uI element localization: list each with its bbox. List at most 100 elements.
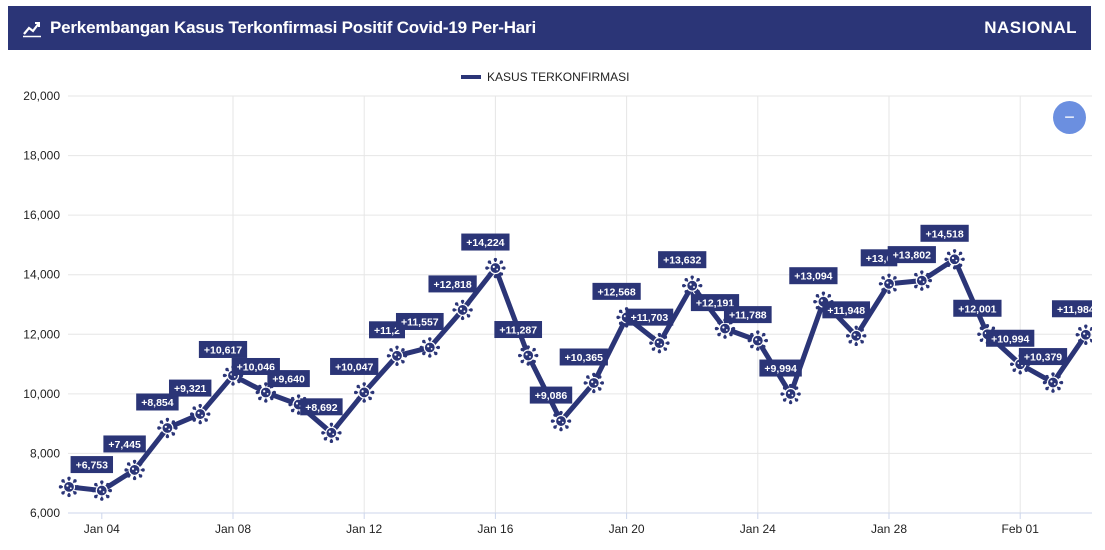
virus-marker[interactable] — [518, 345, 539, 366]
virus-marker[interactable] — [58, 476, 80, 498]
series-line[interactable] — [66, 256, 1089, 494]
virus-dot — [889, 284, 892, 287]
virus-spike-tip — [598, 375, 602, 379]
data-label: +14,224 — [466, 237, 504, 249]
virus-spike-tip — [270, 396, 274, 401]
virus-spike-tip — [401, 360, 405, 364]
virus-body — [358, 386, 371, 399]
virus-marker[interactable] — [354, 382, 375, 403]
virus-spike-tip — [854, 325, 858, 330]
virus-spike-tip — [1057, 386, 1061, 391]
virus-dot — [656, 340, 659, 344]
virus-marker[interactable] — [911, 270, 932, 291]
virus-spike-tip — [1078, 327, 1082, 331]
virus-marker[interactable] — [714, 318, 736, 339]
virus-spike-tip — [1084, 341, 1088, 345]
virus-spike-tip — [565, 413, 569, 417]
virus-spike-tip — [487, 272, 492, 276]
virus-body — [489, 261, 502, 275]
virus-spike-tip — [618, 321, 623, 326]
virus-body — [882, 277, 896, 290]
data-label: +8,692 — [305, 402, 338, 414]
virus-spike-tip — [1078, 339, 1082, 343]
virus-body — [161, 421, 174, 435]
virus-dot — [857, 336, 859, 339]
data-label: +8,854 — [141, 397, 174, 409]
data-label-box — [723, 306, 772, 324]
data-label: +7,445 — [108, 439, 141, 451]
virus-marker[interactable] — [190, 403, 211, 425]
virus-dot — [951, 256, 955, 260]
legend[interactable]: KASUS TERKONFIRMASI — [461, 70, 629, 84]
virus-marker[interactable] — [780, 383, 801, 405]
data-label: +12,001 — [958, 303, 996, 315]
virus-marker[interactable] — [846, 325, 867, 347]
virus-body — [423, 341, 436, 354]
virus-spike-tip — [887, 273, 891, 277]
y-tick-label: 20,000 — [23, 89, 60, 103]
virus-dot — [787, 391, 791, 394]
virus-spike-tip — [493, 274, 498, 279]
virus-dot — [427, 345, 430, 348]
virus-marker[interactable] — [682, 275, 703, 296]
virus-dot — [561, 421, 564, 424]
virus-marker[interactable] — [419, 337, 440, 358]
virus-spike-tip — [190, 412, 194, 416]
virus-spike-tip — [881, 288, 885, 292]
virus-marker[interactable] — [386, 345, 408, 366]
virus-spike-tip — [207, 412, 211, 416]
virus-marker[interactable] — [485, 257, 506, 279]
virus-marker[interactable] — [878, 273, 900, 294]
virus-spike-tip — [651, 347, 656, 351]
virus-marker[interactable] — [1042, 372, 1064, 393]
virus-spike-tip — [952, 249, 957, 253]
virus-marker[interactable] — [124, 459, 145, 481]
virus-spike-tip — [61, 479, 65, 483]
data-label: +13,802 — [893, 250, 931, 262]
y-tick-label: 12,000 — [23, 327, 60, 341]
chart-title: Perkembangan Kasus Terkonfirmasi Positif… — [50, 18, 536, 37]
legend-label[interactable]: KASUS TERKONFIRMASI — [487, 70, 629, 84]
virus-marker[interactable] — [452, 299, 473, 321]
data-label-box — [986, 329, 1035, 347]
virus-spike-tip — [788, 383, 793, 388]
x-tick-label: Jan 08 — [215, 522, 251, 536]
virus-spike-tip — [1093, 333, 1096, 336]
zoom-out-button[interactable]: − — [1053, 101, 1086, 134]
virus-spike-tip — [368, 396, 372, 401]
virus-spike-tip — [371, 390, 375, 395]
virus-spike-tip — [616, 315, 620, 320]
virus-marker[interactable] — [944, 249, 965, 270]
virus-spike-tip — [124, 468, 128, 472]
virus-spike-tip — [618, 309, 623, 314]
virus-marker[interactable] — [550, 410, 572, 432]
virus-spike-tip — [764, 338, 768, 343]
data-label-box — [461, 233, 510, 251]
virus-spike-tip — [944, 257, 948, 261]
virus-marker[interactable] — [747, 330, 768, 351]
data-label-box — [267, 370, 310, 388]
virus-spike-tip — [958, 251, 963, 255]
virus-spike-tip — [526, 362, 530, 366]
data-label-box — [168, 379, 212, 397]
data-label-box — [592, 282, 641, 300]
virus-spike-tip — [192, 418, 196, 422]
virus-marker[interactable] — [157, 417, 178, 439]
virus-spike-tip — [94, 494, 98, 499]
virus-spike-tip — [567, 419, 572, 423]
data-label-box — [136, 393, 179, 411]
data-label: +13,632 — [663, 255, 701, 267]
series-kasus-terkonfirmasi[interactable] — [58, 249, 1096, 501]
virus-spike-tip — [854, 342, 858, 347]
virus-marker[interactable] — [91, 480, 112, 501]
virus-marker[interactable] — [321, 422, 342, 444]
virus-dot — [886, 281, 889, 284]
virus-spike-tip — [535, 353, 539, 358]
virus-marker[interactable] — [1075, 324, 1096, 345]
virus-spike-tip — [171, 432, 176, 436]
virus-marker[interactable] — [255, 382, 276, 403]
virus-marker[interactable] — [583, 372, 604, 394]
virus-spike-tip — [321, 431, 325, 435]
virus-marker[interactable] — [649, 332, 670, 354]
trend-line-icon — [23, 22, 41, 38]
